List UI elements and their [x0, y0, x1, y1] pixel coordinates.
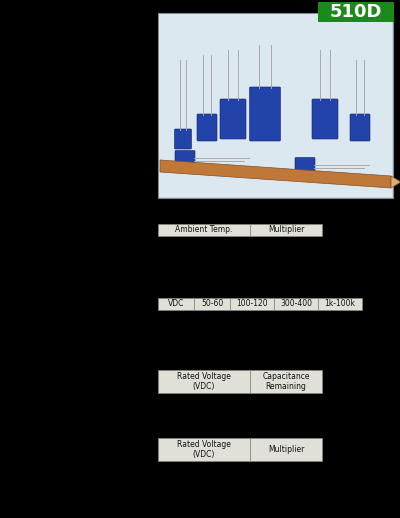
FancyBboxPatch shape	[250, 370, 322, 393]
Text: 300-400: 300-400	[280, 299, 312, 309]
FancyBboxPatch shape	[159, 14, 392, 197]
Text: Rated Voltage
(VDC): Rated Voltage (VDC)	[177, 372, 231, 391]
FancyBboxPatch shape	[174, 129, 192, 149]
FancyBboxPatch shape	[274, 298, 318, 310]
FancyBboxPatch shape	[312, 99, 338, 139]
FancyBboxPatch shape	[295, 157, 315, 172]
Text: 1k-100k: 1k-100k	[324, 299, 356, 309]
Polygon shape	[160, 160, 391, 188]
FancyBboxPatch shape	[350, 114, 370, 141]
FancyBboxPatch shape	[158, 438, 250, 461]
FancyBboxPatch shape	[250, 224, 322, 236]
FancyBboxPatch shape	[250, 87, 280, 141]
FancyBboxPatch shape	[230, 298, 274, 310]
FancyBboxPatch shape	[158, 298, 194, 310]
FancyBboxPatch shape	[318, 2, 394, 22]
Text: Capacitance
Remaining: Capacitance Remaining	[262, 372, 310, 391]
Text: Multiplier: Multiplier	[268, 445, 304, 454]
FancyBboxPatch shape	[250, 438, 322, 461]
FancyBboxPatch shape	[158, 13, 393, 198]
Text: Ambient Temp.: Ambient Temp.	[175, 225, 233, 235]
Text: Rated Voltage
(VDC): Rated Voltage (VDC)	[177, 440, 231, 459]
FancyBboxPatch shape	[175, 151, 195, 165]
Text: 100-120: 100-120	[236, 299, 268, 309]
FancyBboxPatch shape	[318, 298, 362, 310]
FancyBboxPatch shape	[158, 224, 250, 236]
Polygon shape	[391, 176, 400, 188]
FancyBboxPatch shape	[197, 114, 217, 141]
FancyBboxPatch shape	[194, 298, 230, 310]
Text: VDC: VDC	[168, 299, 184, 309]
FancyBboxPatch shape	[220, 99, 246, 139]
FancyBboxPatch shape	[158, 370, 250, 393]
Text: 510D: 510D	[330, 3, 382, 21]
Text: Multiplier: Multiplier	[268, 225, 304, 235]
Text: 50-60: 50-60	[201, 299, 223, 309]
